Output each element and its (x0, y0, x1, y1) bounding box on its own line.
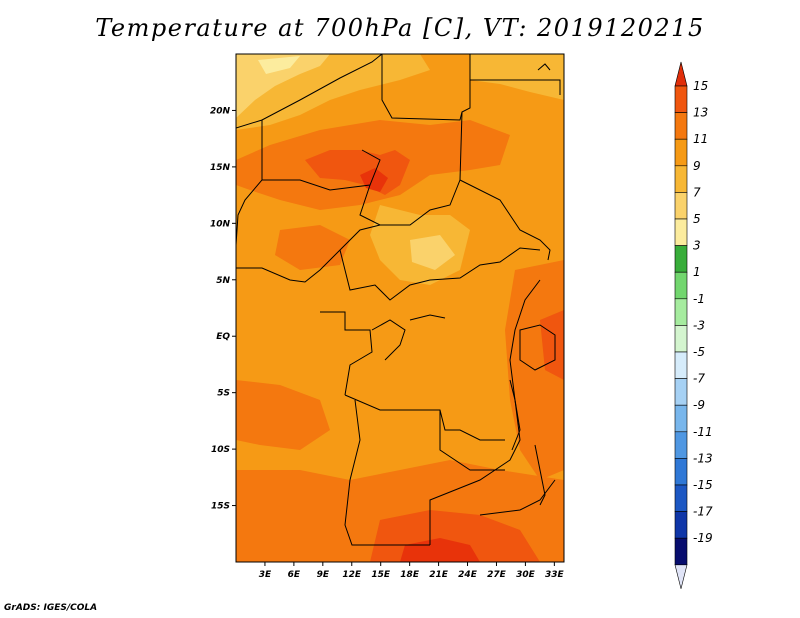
colorbar-label: 3 (693, 239, 701, 253)
border-west (236, 120, 263, 246)
colorbar-label: 11 (693, 132, 708, 146)
colorbar-segment (674, 511, 688, 539)
colorbar-label: 9 (693, 159, 701, 173)
lon-tick-label: 21E (429, 570, 449, 580)
colorbar-segment (674, 404, 688, 433)
colorbar-label: -17 (693, 505, 713, 519)
lat-tick-label: 5S (217, 389, 230, 399)
map-title: Temperature at 700hPa [C], VT: 201912021… (95, 14, 705, 42)
lat-tick-label: EQ (216, 332, 230, 342)
colorbar-segment (674, 537, 688, 566)
lon-tick-label: 15E (371, 570, 391, 580)
lat-tick-label: 15N (210, 163, 231, 173)
field-7-9-ne (470, 54, 564, 100)
colorbar-segment (674, 325, 688, 353)
colorbar-label: -13 (693, 451, 713, 465)
lon-tick-label: 18E (400, 570, 420, 580)
border-car (339, 247, 541, 301)
colorbar-label: -1 (693, 292, 705, 306)
field-15-south-core (400, 538, 480, 562)
colorbar-label: -3 (693, 318, 705, 332)
lat-tick-label: 10S (211, 445, 230, 455)
border-libya (381, 54, 471, 121)
border-congo (371, 319, 406, 361)
lon-tick-label: 6E (288, 570, 301, 580)
colorbar-label: 13 (693, 106, 708, 120)
colorbar-segment (674, 218, 688, 246)
colorbar-label: -19 (693, 531, 713, 545)
lon-tick-label: 27E (487, 570, 507, 580)
colorbar-label: -5 (693, 345, 705, 359)
colorbar-segment (674, 484, 688, 512)
colorbar-top-arrow (674, 61, 688, 87)
field-11-13-atlantic (236, 380, 330, 450)
lake-victoria (519, 324, 556, 371)
colorbar-segment (674, 271, 688, 300)
field-3-5-nw (258, 56, 300, 74)
congo-river (409, 314, 446, 321)
border-chad (359, 111, 463, 226)
colorbar-segment (674, 165, 688, 193)
colorbar-label: -15 (693, 478, 713, 492)
colorbar-label: -11 (693, 425, 713, 439)
colorbar-segment (674, 351, 688, 379)
longitude-axis: 3E 6E 9E 12E 15E 18E 21E 24E 27E 30E 33E (259, 562, 565, 580)
temperature-field (236, 54, 564, 562)
lon-tick-label: 30E (516, 570, 536, 580)
colorbar-label: 7 (693, 185, 701, 199)
plot-frame (235, 53, 565, 563)
border-sudan (459, 179, 551, 261)
lon-tick-label: 33E (545, 570, 565, 580)
colorbar-bottom-arrow (674, 564, 688, 589)
lat-tick-label: 20N (210, 106, 231, 116)
colorbar-label: 15 (693, 79, 708, 93)
colorbar-segment (674, 458, 688, 486)
colorbar-segment (674, 431, 688, 459)
colorbar-segment (674, 192, 688, 220)
colorbar-label: -7 (693, 372, 705, 386)
lon-tick-label: 24E (458, 570, 478, 580)
lake-malawi (534, 444, 546, 506)
lon-tick-label: 12E (342, 570, 362, 580)
lat-tick-label: 10N (210, 219, 231, 229)
lon-tick-label: 9E (317, 570, 330, 580)
country-borders (236, 54, 561, 546)
field-13-15-east (540, 310, 564, 380)
colorbar: 15 13 11 9 7 5 3 1 -1 -3 -5 -7 -9 -11 -13 -15 -17 -19 (674, 61, 713, 589)
colorbar-label: 1 (693, 265, 701, 279)
border-zambia (439, 410, 505, 471)
border-gabon (320, 311, 373, 396)
colorbar-segment (674, 138, 688, 167)
colorbar-segment (674, 245, 688, 273)
lake-tanganyika (509, 379, 521, 451)
border-egypt-sudan (470, 79, 561, 95)
latitude-axis: 20N 15N 10N 5N EQ 5S 10S 15S (210, 106, 236, 512)
colorbar-segment (674, 85, 688, 113)
colorbar-segment (674, 112, 688, 140)
field-5-7-nw (236, 54, 330, 118)
colorbar-label: -9 (693, 398, 705, 412)
border-nigeria-cameroon (236, 224, 381, 283)
lat-tick-label: 15S (211, 502, 230, 512)
border-angola (344, 399, 430, 546)
colorbar-segment (674, 378, 688, 406)
colorbar-segment (674, 298, 688, 326)
lon-tick-label: 3E (259, 570, 272, 580)
border-zimbabwe (479, 479, 556, 516)
lat-tick-label: 5N (216, 276, 230, 286)
border-drc-east (429, 279, 541, 545)
border-algeria-niger (236, 54, 383, 129)
field-5-7-car (410, 235, 455, 270)
field-13-15-core (360, 168, 388, 192)
border-drc-angola (344, 394, 505, 441)
colorbar-label: 5 (693, 212, 701, 226)
sinai-coast (537, 63, 551, 71)
grads-credit: GrADS: IGES/COLA (4, 603, 98, 613)
border-niger-nigeria (262, 149, 381, 191)
